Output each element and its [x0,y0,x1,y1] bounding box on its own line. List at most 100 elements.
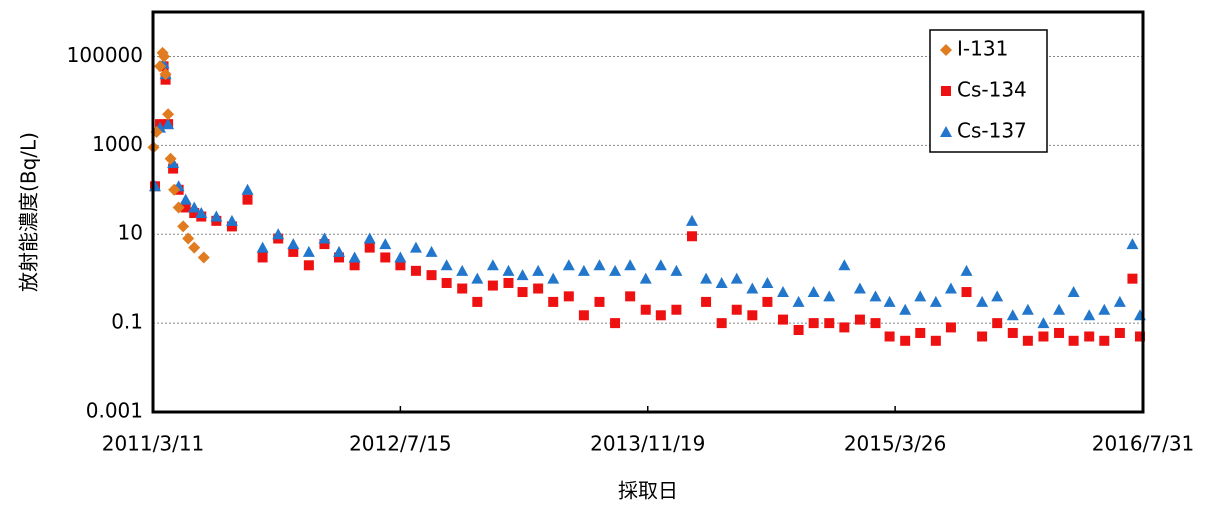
x-tick-label: 2011/3/11 [102,432,205,456]
data-point [1007,327,1018,338]
data-point [1113,295,1126,307]
data-point [609,264,622,276]
data-point [1067,286,1080,298]
legend-marker [940,126,952,137]
data-point [624,259,637,271]
data-point [563,291,574,302]
data-point [226,221,237,232]
data-point [578,310,589,321]
x-tick-label: 2013/11/19 [590,432,705,456]
y-tick-label: 1000 [92,132,143,156]
data-point [162,118,175,130]
data-point [364,242,375,253]
data-point [533,283,544,294]
data-point [547,272,560,284]
data-point [425,245,438,257]
data-point [168,163,179,174]
y-tick-label: 10 [118,221,143,245]
data-point [158,50,171,63]
data-point [287,238,300,250]
data-point [349,260,360,271]
y-tick-label: 0.1 [111,310,143,334]
data-point [225,214,238,226]
data-point [945,322,956,333]
data-point [977,331,988,342]
data-point [210,210,223,222]
data-point [177,220,190,233]
data-point [869,290,882,302]
data-point [456,264,469,276]
data-point [440,259,453,271]
data-point [471,272,484,284]
data-point [594,296,605,307]
data-point [701,296,712,307]
data-point [394,251,407,263]
data-point [441,277,452,288]
data-point [380,252,391,263]
data-point [853,282,866,294]
data-point [1114,327,1125,338]
data-point [838,259,851,271]
data-point [1084,331,1095,342]
x-tick-label: 2016/7/31 [1092,432,1195,456]
data-point [991,290,1004,302]
data-point [808,318,819,329]
data-point [486,259,499,271]
data-point [793,324,804,335]
data-point [457,283,468,294]
data-point [167,157,180,169]
data-point [256,241,269,253]
data-point [182,232,195,245]
data-point [670,264,683,276]
data-point [517,287,528,298]
data-point [960,264,973,276]
data-point [792,295,805,307]
y-axis-label: 放射能濃度(Bq/L) [17,132,41,292]
data-point [1099,335,1110,346]
data-point [334,252,345,263]
data-point [1053,303,1066,315]
data-point [884,331,895,342]
data-point [854,314,865,325]
data-point [839,322,850,333]
data-point [303,260,314,271]
data-point [929,295,942,307]
data-point [655,310,666,321]
data-point [395,260,406,271]
data-point [180,202,191,213]
data-point [914,290,927,302]
x-tick-label: 2012/7/15 [349,432,452,456]
data-point [1038,331,1049,342]
data-point [319,239,330,250]
legend-label: Cs-134 [957,78,1027,102]
data-point [257,252,268,263]
data-point [930,335,941,346]
data-point [548,296,559,307]
data-point [1021,303,1034,315]
data-point [516,269,529,281]
data-point [685,214,698,226]
data-point [777,286,789,298]
data-point [426,270,437,281]
data-point [976,295,989,307]
data-point [639,272,652,284]
data-point [188,241,201,254]
data-point [610,318,621,329]
data-point [164,152,177,165]
data-point [1006,309,1019,321]
data-point [168,183,181,196]
data-point [1134,331,1145,342]
data-point [1083,309,1096,321]
data-point [409,241,422,253]
data-point [179,193,192,205]
data-point [410,265,421,276]
data-point [900,335,911,346]
legend-marker [941,86,951,96]
data-point [172,201,185,214]
data-point [154,60,167,73]
data-point [272,228,285,240]
data-point [189,208,200,219]
data-point [532,264,545,276]
data-point [472,296,483,307]
